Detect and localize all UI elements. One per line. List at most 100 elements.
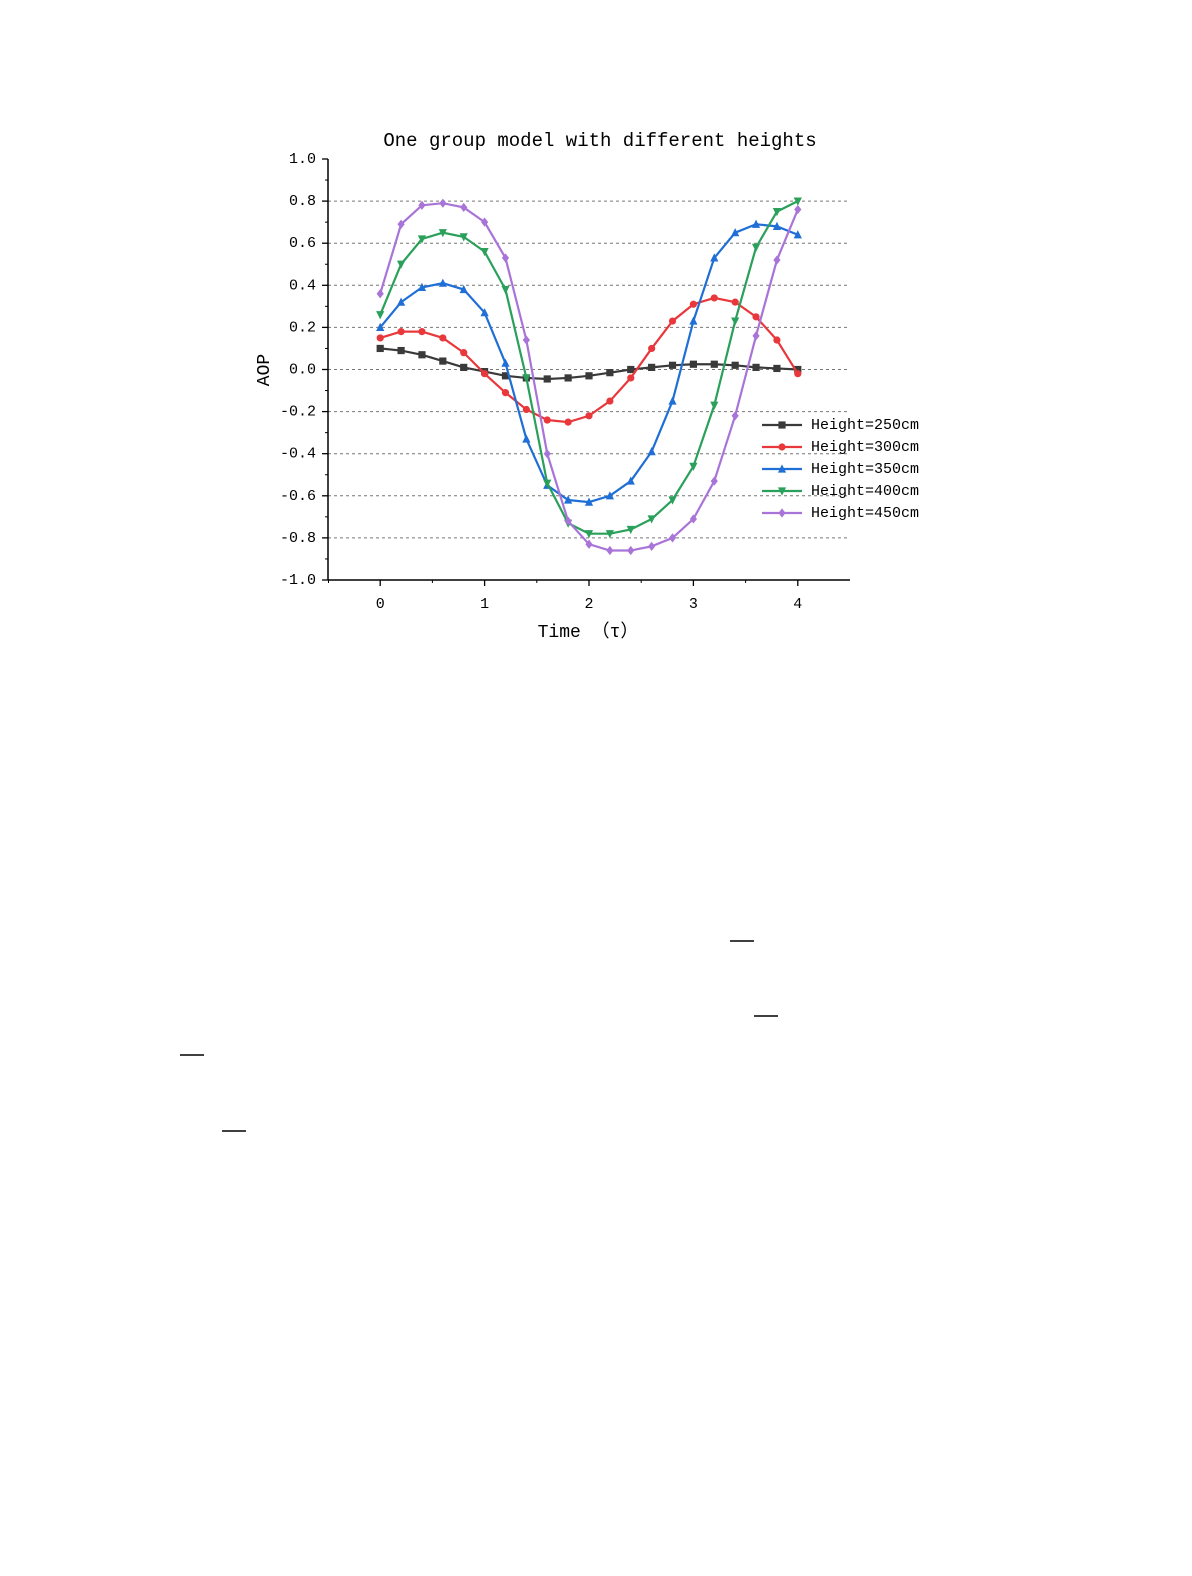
marker bbox=[731, 361, 739, 369]
marker bbox=[584, 530, 594, 539]
y-tick-label: 0.0 bbox=[289, 361, 316, 378]
marker bbox=[460, 349, 468, 357]
marker bbox=[438, 229, 447, 238]
marker bbox=[752, 363, 760, 371]
marker bbox=[778, 443, 786, 451]
y-tick-label: -0.6 bbox=[280, 488, 316, 505]
x-tick-label: 2 bbox=[584, 596, 593, 613]
marker bbox=[731, 228, 740, 237]
marker bbox=[501, 389, 510, 397]
y-tick-label: 0.4 bbox=[289, 277, 316, 294]
marker bbox=[772, 221, 782, 230]
marker bbox=[481, 370, 489, 378]
marker bbox=[439, 334, 447, 342]
legend-label: Height=350cm bbox=[811, 461, 919, 478]
x-tick-label: 0 bbox=[376, 596, 385, 613]
marker bbox=[731, 298, 739, 306]
marker bbox=[794, 365, 802, 374]
marker bbox=[417, 235, 427, 244]
marker bbox=[752, 331, 760, 341]
marker bbox=[438, 278, 447, 287]
marker bbox=[543, 375, 551, 383]
x-axis-label: Time （τ） bbox=[538, 621, 639, 643]
marker bbox=[689, 316, 698, 325]
marker bbox=[647, 446, 656, 456]
marker bbox=[564, 516, 572, 526]
marker bbox=[605, 530, 614, 539]
marker bbox=[689, 462, 698, 471]
marker bbox=[376, 322, 385, 331]
marker bbox=[606, 545, 614, 556]
marker bbox=[689, 514, 697, 524]
legend-label: Height=450cm bbox=[811, 505, 919, 522]
marker bbox=[439, 198, 447, 208]
marker bbox=[772, 208, 782, 217]
y-tick-label: -0.2 bbox=[280, 404, 316, 421]
marker bbox=[522, 335, 530, 345]
x-tick-label: 3 bbox=[689, 596, 698, 613]
x-tick-label: 1 bbox=[480, 596, 489, 613]
marker bbox=[543, 479, 552, 488]
legend-label: Height=400cm bbox=[811, 483, 919, 500]
marker bbox=[752, 313, 760, 321]
marker bbox=[627, 374, 635, 382]
marker bbox=[777, 464, 787, 473]
marker bbox=[731, 411, 739, 421]
marker bbox=[501, 285, 510, 295]
marker bbox=[710, 294, 718, 302]
marker bbox=[710, 401, 719, 410]
marker bbox=[689, 300, 698, 308]
marker bbox=[777, 487, 787, 496]
y-tick-label: -0.4 bbox=[280, 446, 316, 463]
marker bbox=[564, 418, 572, 426]
marker bbox=[459, 284, 468, 294]
marker bbox=[668, 396, 677, 405]
marker bbox=[794, 370, 802, 378]
marker bbox=[627, 365, 635, 374]
marker bbox=[396, 297, 406, 306]
marker bbox=[794, 204, 802, 215]
marker bbox=[460, 202, 468, 213]
marker bbox=[605, 491, 614, 500]
marker bbox=[648, 541, 656, 551]
marker bbox=[668, 533, 677, 543]
marker bbox=[397, 328, 405, 336]
marker bbox=[522, 434, 531, 443]
marker bbox=[710, 253, 719, 262]
marker bbox=[773, 336, 781, 344]
marker bbox=[480, 308, 489, 317]
marker bbox=[627, 545, 635, 556]
marker bbox=[626, 525, 635, 535]
marker bbox=[480, 248, 489, 257]
x-tick-label: 4 bbox=[793, 596, 802, 613]
marker bbox=[376, 334, 384, 342]
marker bbox=[585, 372, 593, 380]
marker bbox=[773, 255, 781, 265]
marker bbox=[668, 496, 677, 505]
y-tick-label: -0.8 bbox=[280, 530, 316, 547]
legend-label: Height=300cm bbox=[811, 439, 919, 456]
marker bbox=[417, 282, 427, 292]
marker bbox=[543, 449, 551, 459]
y-tick-label: 0.8 bbox=[289, 193, 316, 210]
y-axis-label: AOP bbox=[255, 354, 275, 386]
marker bbox=[773, 364, 781, 373]
marker bbox=[647, 515, 656, 524]
marker bbox=[751, 219, 761, 228]
marker bbox=[522, 405, 530, 414]
marker bbox=[793, 230, 802, 239]
chart-title: One group model with different heights bbox=[383, 130, 816, 152]
marker bbox=[584, 497, 594, 506]
marker bbox=[396, 260, 406, 269]
marker bbox=[585, 539, 593, 549]
marker bbox=[459, 233, 468, 242]
marker bbox=[376, 344, 384, 353]
marker bbox=[418, 351, 426, 359]
marker bbox=[648, 344, 656, 353]
marker bbox=[751, 243, 761, 253]
marker bbox=[626, 476, 635, 485]
marker bbox=[564, 374, 572, 382]
